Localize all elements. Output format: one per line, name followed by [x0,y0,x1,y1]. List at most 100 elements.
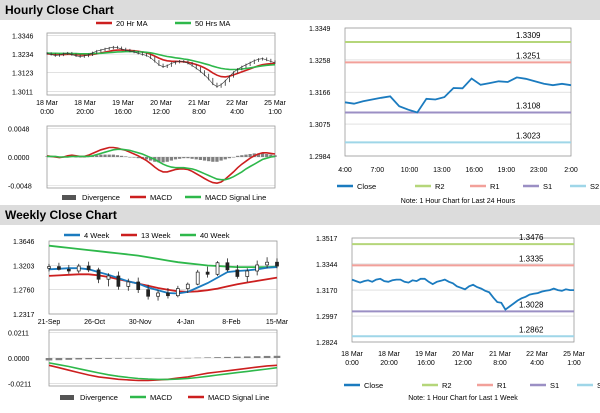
hourly-pivot-x-tick-label: 10:00 [401,167,419,174]
hourly-divergence-bar [99,154,103,157]
hourly-legend-50hrs-label: 50 Hrs MA [195,19,230,28]
hourly-divergence-bar [169,157,173,161]
hourly-legend-20hr-label: 20 Hr MA [116,19,148,28]
weekly-price-y-tick-label: 1.2760 [13,288,35,295]
hourly-price-x-tick-label: 25 Mar 1:00 [264,100,286,116]
weekly-price-x-tick-label: 4-Jan [177,319,195,326]
weekly-candle-body [126,281,131,287]
weekly-pivot-y-tick-label: 1.2824 [316,340,338,347]
hourly-divergence-bar [111,154,115,157]
weekly-legend-divergence-label: Divergence [80,393,118,402]
hourly-divergence-bar [82,157,86,158]
weekly-candle-body [195,271,200,285]
weekly-candle-body [185,283,190,289]
weekly-price-x-tick-label: 15-Mar [266,319,289,326]
weekly-price-x-tick-label: 21-Sep [38,319,61,326]
hourly-divergence-bar [149,157,153,161]
weekly-divergence-bar [45,358,53,361]
hourly-divergence-bar [194,157,198,160]
weekly-candle-body [116,275,121,287]
hourly-divergence-bar [260,153,265,157]
hourly-divergence-bar [132,157,136,158]
weekly-legend-40week-label: 40 Week [200,231,230,240]
weekly-pivot-x-tick-label: 18 Mar 0:00 [341,351,363,367]
hourly-divergence-bar [231,157,236,158]
weekly-price-x-tick-label: 8-Feb [222,319,240,326]
hourly-legend-signal-label: MACD Signal Line [205,193,266,202]
weekly-price-x-tick-label: 30-Nov [129,319,152,326]
weekly-divergence-bar [174,358,182,359]
hourly-price-x-tick-label: 18 Mar 20:00 [74,100,96,116]
weekly-pivot-legend-close-label: Close [364,381,383,390]
hourly-divergence-bar [219,157,223,161]
hourly-pivot-frame [344,27,572,157]
hourly-divergence-bar [256,153,261,157]
weekly-candle-body [176,288,180,297]
hourly-pivot-level-label-r2: 1.3309 [516,31,541,40]
hourly-legend-divergence-label: Divergence [82,193,120,202]
hourly-close-line [46,46,276,87]
hourly-pivot-legend-close-label: Close [357,182,376,191]
hourly-divergence-bar [178,157,182,159]
weekly-divergence-bar [234,356,241,358]
hourly-divergence-bar [128,157,132,158]
hourly-divergence-bar [144,157,149,160]
hourly-pivot-level-label-s1: 1.3108 [516,102,541,111]
hourly-divergence-bar [269,154,273,157]
weekly-pivot-legend-s1-label: S1 [550,381,559,390]
weekly-divergence-bar [263,355,271,358]
hourly-pivot-y-tick-label: 1.3075 [309,122,331,129]
weekly-divergence-bar [134,358,142,359]
weekly-price-x-tick-label: 26-Oct [84,319,105,326]
weekly-pivot-x-tick-label: 22 Mar 4:00 [526,351,548,367]
hourly-macd-y-tick-label: 0.0048 [8,126,30,133]
weekly-candle-body [146,289,150,297]
weekly-legend-4week-label: 4 Week [84,231,110,240]
hourly-divergence-bar [207,157,211,162]
weekly-candle-body [66,268,71,272]
weekly-pivot-note: Note: 1 Hour Chart for Last 1 Week [408,395,518,402]
weekly-pivot-level-label-s1: 1.3028 [519,300,544,309]
hourly-price-x-tick-label: 22 Mar 4:00 [226,100,248,116]
weekly-candle-body [235,269,240,277]
weekly-price-frame [48,240,278,315]
hourly-pivot-x-tick-label: 16:00 [465,167,483,174]
hourly-divergence-bar [198,157,203,160]
weekly-signal-line [48,362,278,381]
hourly-price-y-tick-label: 1.3234 [12,52,34,59]
weekly-legend-divergence-swatch [60,395,74,400]
hourly-divergence-bar [227,157,232,159]
weekly-divergence-bar [85,358,92,360]
weekly-candle-body [57,266,61,270]
hourly-legend-divergence-swatch [62,195,76,200]
hourly-divergence-bar [157,157,161,163]
weekly-candle-body [255,264,260,272]
weekly-candle-body [106,275,111,280]
weekly-pivot-x-tick-label: 20 Mar 12:00 [452,351,474,367]
weekly-divergence-bar [144,358,152,359]
weekly-divergence-bar [184,357,192,359]
hourly-divergence-bar [236,155,240,157]
hourly-divergence-bar [244,154,248,157]
weekly-pivot-y-tick-label: 1.3344 [316,262,338,269]
weekly-pivot-level-label-r1: 1.3335 [519,254,544,263]
weekly-13week-line [48,273,278,293]
weekly-candle-body [225,262,230,271]
weekly-divergence-bar [65,358,73,360]
weekly-candle-body [136,281,141,291]
hourly-pivot-note: Note: 1 Hour Chart for Last 24 Hours [401,198,516,205]
weekly-candle-body [205,271,210,275]
hourly-divergence-bar [215,157,219,162]
weekly-legend-macd-label: MACD [150,393,173,402]
weekly-price-y-tick-label: 1.3646 [13,239,35,246]
hourly-price-y-tick-label: 1.3123 [12,71,34,78]
weekly-divergence-bar [154,358,162,359]
weekly-candle-body [275,261,279,267]
hourly-divergence-bar [124,156,128,157]
weekly-divergence-bar [55,358,63,361]
hourly-divergence-bar [273,155,277,157]
weekly-divergence-bar [164,358,172,359]
hourly-pivot-x-tick-label: 2:00 [564,167,578,174]
weekly-divergence-bar [214,357,221,358]
